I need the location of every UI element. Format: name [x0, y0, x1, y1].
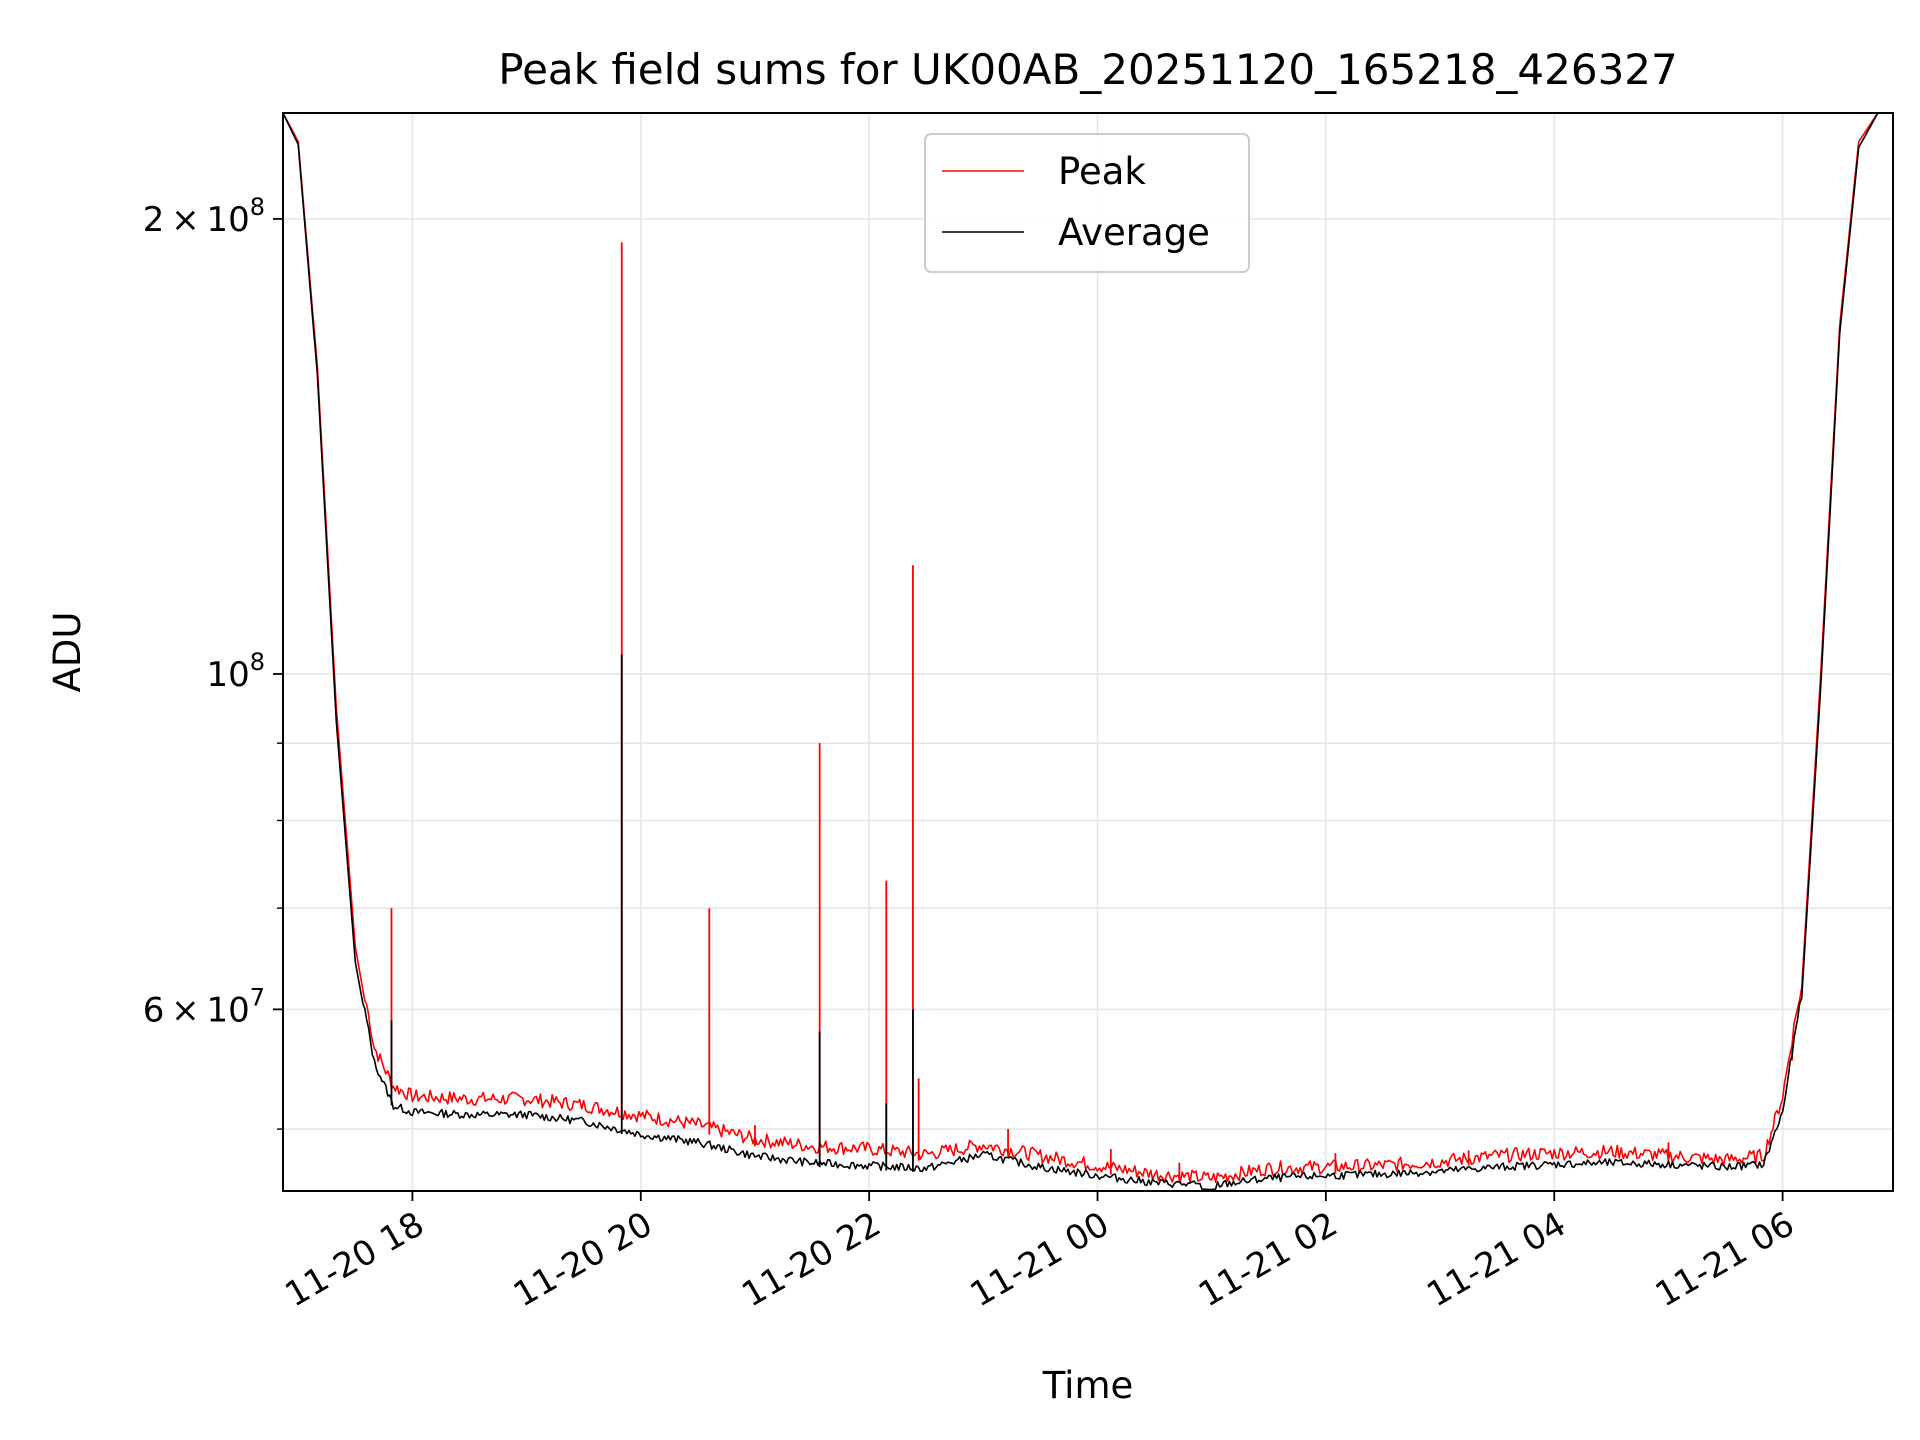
y-tick-label: 6 × 107	[143, 983, 265, 1030]
series-average	[282, 112, 1893, 1191]
series-line-peak	[282, 112, 1893, 1184]
plot-frame	[282, 112, 1894, 1192]
series-line-average	[282, 112, 1893, 1191]
grid	[283, 113, 1893, 1191]
x-axis-label: Time	[1042, 1364, 1134, 1407]
y-axis-label: ADU	[46, 612, 89, 693]
chart-title: Peak field sums for UK00AB_20251120_1652…	[498, 45, 1678, 94]
legend-label-average: Average	[1058, 211, 1210, 254]
y-tick-label: 2 × 108	[143, 193, 265, 240]
legend-box	[924, 133, 1250, 273]
legend-label-peak: Peak	[1058, 150, 1146, 193]
legend: Peak Average	[924, 133, 1250, 273]
